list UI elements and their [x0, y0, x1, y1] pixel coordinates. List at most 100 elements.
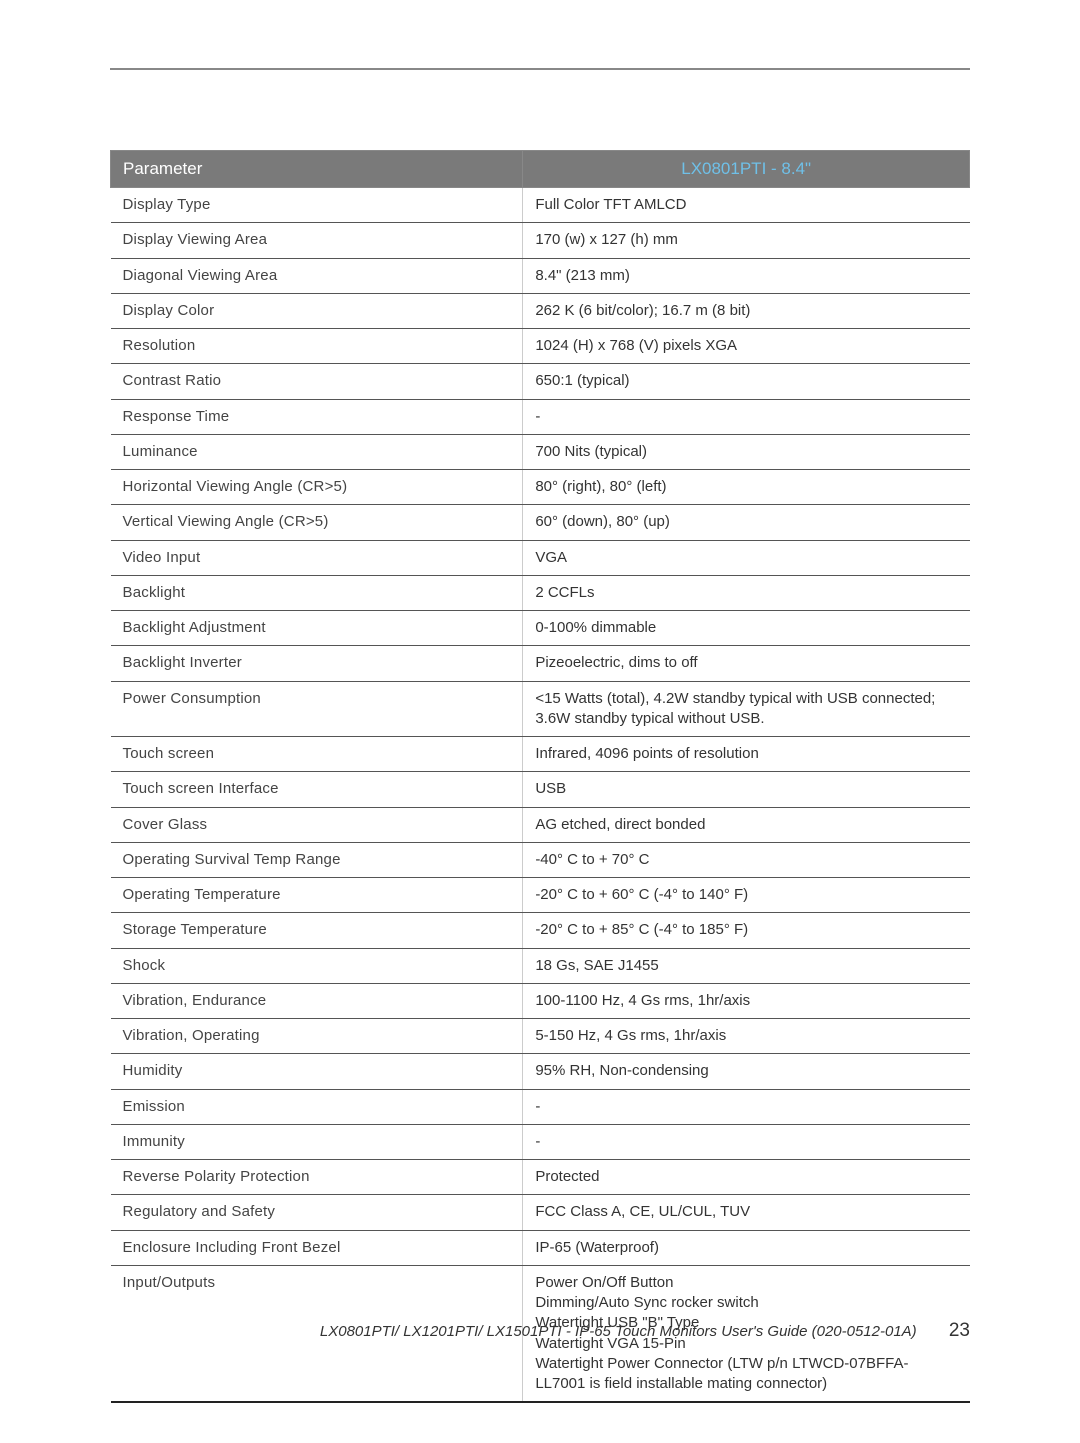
param-cell: Shock — [111, 948, 523, 983]
param-cell: Display Viewing Area — [111, 223, 523, 258]
param-cell: Power Consumption — [111, 681, 523, 737]
table-header-row: Parameter LX0801PTI - 8.4" — [111, 151, 970, 188]
table-row: Touch screenInfrared, 4096 points of res… — [111, 737, 970, 772]
footer-page-number: 23 — [949, 1320, 970, 1341]
page-footer: LX0801PTI/ LX1201PTI/ LX1501PTI - IP-65 … — [0, 1320, 1080, 1342]
param-cell: Regulatory and Safety — [111, 1195, 523, 1230]
top-horizontal-rule — [110, 68, 970, 70]
value-cell: 80° (right), 80° (left) — [523, 470, 970, 505]
value-cell: -20° C to + 85° C (-4° to 185° F) — [523, 913, 970, 948]
table-row: Backlight Adjustment0-100% dimmable — [111, 611, 970, 646]
value-cell: 170 (w) x 127 (h) mm — [523, 223, 970, 258]
value-cell: Infrared, 4096 points of resolution — [523, 737, 970, 772]
footer-doc-title: LX0801PTI/ LX1201PTI/ LX1501PTI - IP-65 … — [320, 1323, 917, 1340]
table-row: Resolution1024 (H) x 768 (V) pixels XGA — [111, 329, 970, 364]
table-row: Response Time- — [111, 399, 970, 434]
table-row: Emission- — [111, 1089, 970, 1124]
table-row: Shock18 Gs, SAE J1455 — [111, 948, 970, 983]
header-model: LX0801PTI - 8.4" — [523, 151, 970, 188]
value-cell: IP-65 (Waterproof) — [523, 1230, 970, 1265]
table-row: Reverse Polarity ProtectionProtected — [111, 1160, 970, 1195]
value-cell: <15 Watts (total), 4.2W standby typical … — [523, 681, 970, 737]
param-cell: Video Input — [111, 540, 523, 575]
param-cell: Vertical Viewing Angle (CR>5) — [111, 505, 523, 540]
value-cell: -20° C to + 60° C (-4° to 140° F) — [523, 878, 970, 913]
header-parameter: Parameter — [111, 151, 523, 188]
param-cell: Backlight — [111, 575, 523, 610]
table-row: Contrast Ratio650:1 (typical) — [111, 364, 970, 399]
value-cell: -40° C to + 70° C — [523, 842, 970, 877]
value-cell: 95% RH, Non-condensing — [523, 1054, 970, 1089]
table-row: Enclosure Including Front BezelIP-65 (Wa… — [111, 1230, 970, 1265]
table-row: Storage Temperature-20° C to + 85° C (-4… — [111, 913, 970, 948]
param-cell: Enclosure Including Front Bezel — [111, 1230, 523, 1265]
table-row: Power Consumption<15 Watts (total), 4.2W… — [111, 681, 970, 737]
table-row: Vibration, Operating5-150 Hz, 4 Gs rms, … — [111, 1019, 970, 1054]
param-cell: Reverse Polarity Protection — [111, 1160, 523, 1195]
param-cell: Luminance — [111, 434, 523, 469]
value-cell: 5-150 Hz, 4 Gs rms, 1hr/axis — [523, 1019, 970, 1054]
value-cell: 100-1100 Hz, 4 Gs rms, 1hr/axis — [523, 983, 970, 1018]
value-cell: 60° (down), 80° (up) — [523, 505, 970, 540]
spec-table-body: Display TypeFull Color TFT AMLCDDisplay … — [111, 188, 970, 1403]
spec-table: Parameter LX0801PTI - 8.4" Display TypeF… — [110, 150, 970, 1403]
value-cell: 650:1 (typical) — [523, 364, 970, 399]
table-row: Display Viewing Area170 (w) x 127 (h) mm — [111, 223, 970, 258]
page: Parameter LX0801PTI - 8.4" Display TypeF… — [0, 0, 1080, 1443]
table-row: Cover GlassAG etched, direct bonded — [111, 807, 970, 842]
param-cell: Response Time — [111, 399, 523, 434]
param-cell: Backlight Inverter — [111, 646, 523, 681]
value-cell: 8.4" (213 mm) — [523, 258, 970, 293]
value-cell: - — [523, 1124, 970, 1159]
param-cell: Diagonal Viewing Area — [111, 258, 523, 293]
table-row: Regulatory and SafetyFCC Class A, CE, UL… — [111, 1195, 970, 1230]
table-row: Operating Survival Temp Range-40° C to +… — [111, 842, 970, 877]
param-cell: Emission — [111, 1089, 523, 1124]
table-row: Touch screen InterfaceUSB — [111, 772, 970, 807]
value-cell: FCC Class A, CE, UL/CUL, TUV — [523, 1195, 970, 1230]
value-cell: 0-100% dimmable — [523, 611, 970, 646]
param-cell: Contrast Ratio — [111, 364, 523, 399]
param-cell: Horizontal Viewing Angle (CR>5) — [111, 470, 523, 505]
table-row: Horizontal Viewing Angle (CR>5)80° (righ… — [111, 470, 970, 505]
param-cell: Vibration, Operating — [111, 1019, 523, 1054]
value-cell: - — [523, 399, 970, 434]
value-cell: 700 Nits (typical) — [523, 434, 970, 469]
table-row: Immunity- — [111, 1124, 970, 1159]
value-cell: Full Color TFT AMLCD — [523, 188, 970, 223]
param-cell: Immunity — [111, 1124, 523, 1159]
table-row: Display Color262 K (6 bit/color); 16.7 m… — [111, 293, 970, 328]
param-cell: Touch screen Interface — [111, 772, 523, 807]
table-row: Backlight InverterPizeoelectric, dims to… — [111, 646, 970, 681]
value-cell: 2 CCFLs — [523, 575, 970, 610]
param-cell: Display Type — [111, 188, 523, 223]
table-row: Luminance700 Nits (typical) — [111, 434, 970, 469]
table-row: Display TypeFull Color TFT AMLCD — [111, 188, 970, 223]
value-cell: - — [523, 1089, 970, 1124]
table-row: Vertical Viewing Angle (CR>5)60° (down),… — [111, 505, 970, 540]
param-cell: Storage Temperature — [111, 913, 523, 948]
param-cell: Vibration, Endurance — [111, 983, 523, 1018]
value-cell: VGA — [523, 540, 970, 575]
param-cell: Cover Glass — [111, 807, 523, 842]
value-cell: Pizeoelectric, dims to off — [523, 646, 970, 681]
param-cell: Humidity — [111, 1054, 523, 1089]
param-cell: Display Color — [111, 293, 523, 328]
param-cell: Touch screen — [111, 737, 523, 772]
table-row: Vibration, Endurance100-1100 Hz, 4 Gs rm… — [111, 983, 970, 1018]
table-row: Operating Temperature-20° C to + 60° C (… — [111, 878, 970, 913]
table-row: Video InputVGA — [111, 540, 970, 575]
value-cell: 1024 (H) x 768 (V) pixels XGA — [523, 329, 970, 364]
param-cell: Resolution — [111, 329, 523, 364]
value-cell: 262 K (6 bit/color); 16.7 m (8 bit) — [523, 293, 970, 328]
value-cell: USB — [523, 772, 970, 807]
value-cell: AG etched, direct bonded — [523, 807, 970, 842]
value-cell: Protected — [523, 1160, 970, 1195]
value-cell: 18 Gs, SAE J1455 — [523, 948, 970, 983]
table-row: Backlight2 CCFLs — [111, 575, 970, 610]
param-cell: Backlight Adjustment — [111, 611, 523, 646]
table-row: Diagonal Viewing Area8.4" (213 mm) — [111, 258, 970, 293]
param-cell: Operating Temperature — [111, 878, 523, 913]
param-cell: Operating Survival Temp Range — [111, 842, 523, 877]
table-row: Humidity95% RH, Non-condensing — [111, 1054, 970, 1089]
